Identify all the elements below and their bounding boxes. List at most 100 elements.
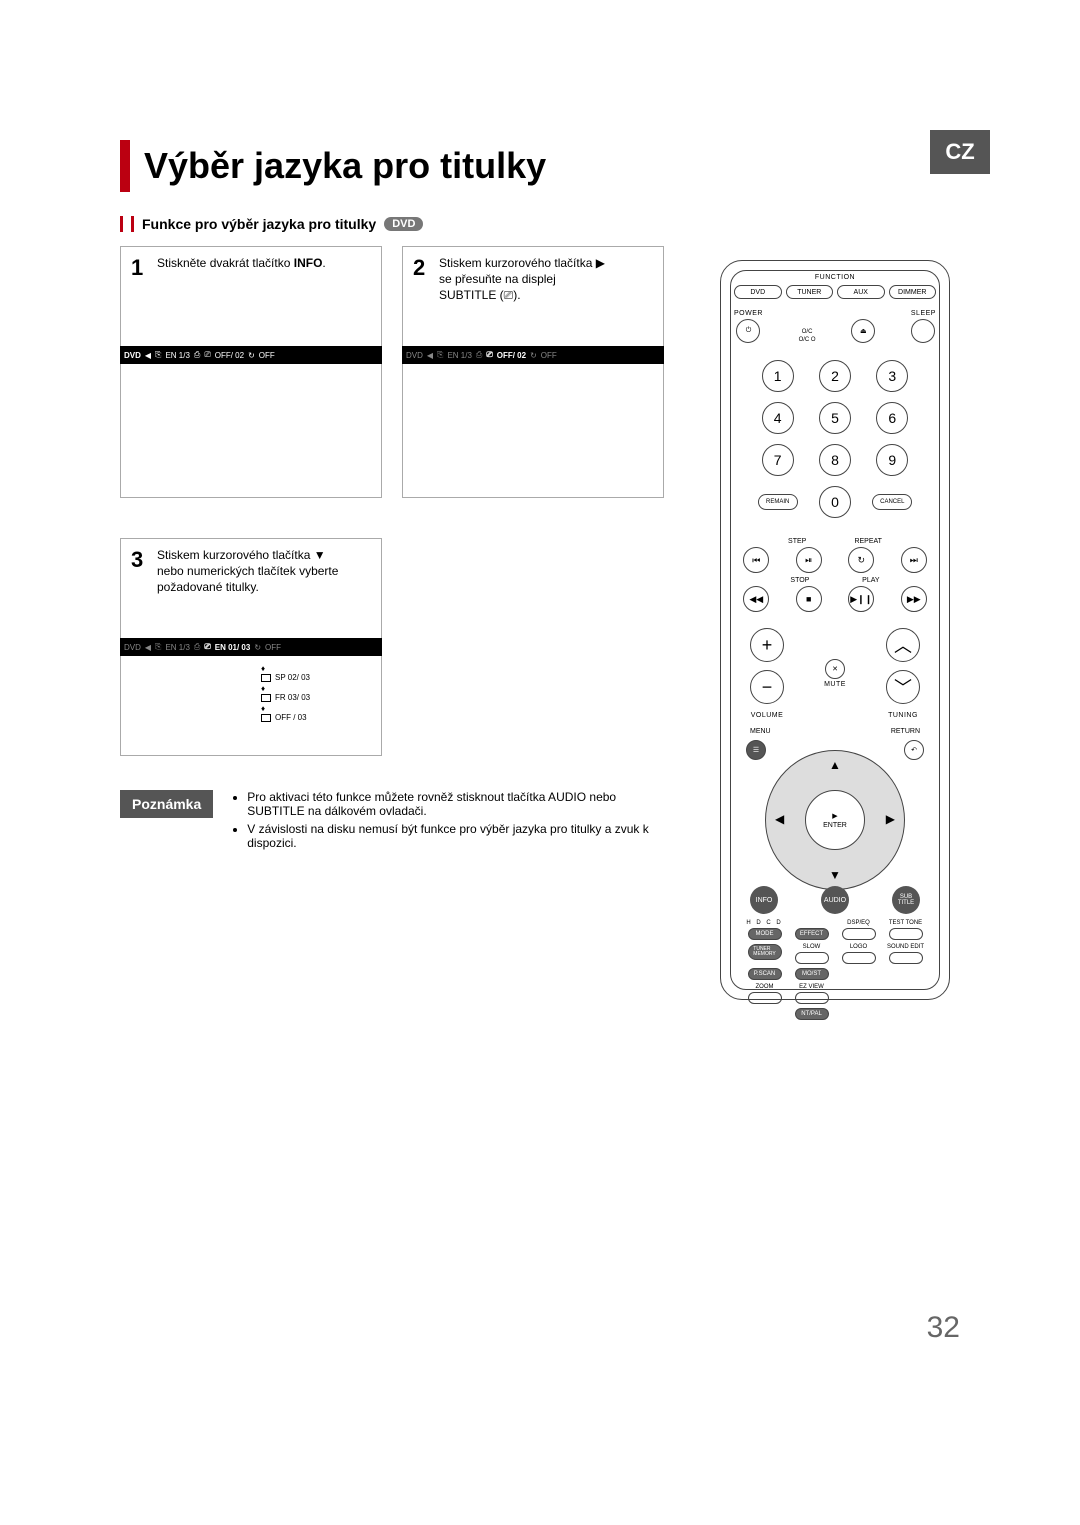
ntpal-button[interactable]: NT/PAL	[795, 1008, 829, 1020]
return-button[interactable]: ↶	[904, 740, 924, 760]
step-1-text-b: INFO	[294, 256, 323, 270]
osd1-sub: ⎚	[204, 350, 210, 360]
step-1-osd: DVD ◀ ⎘ EN 1/3 ⎙ ⎚ OFF/ 02 ↻ OFF	[120, 346, 382, 364]
osd3-left: ◀	[145, 643, 151, 652]
digit-7-button[interactable]: 7	[762, 444, 794, 476]
step-1-number: 1	[131, 255, 149, 338]
step-label: STEP	[788, 538, 806, 545]
dpad-left-button[interactable]: ◀	[775, 812, 784, 826]
menu-button[interactable]: ☰	[746, 740, 766, 760]
cancel-button[interactable]: CANCEL	[872, 494, 912, 510]
sleep-label: SLEEP	[911, 310, 936, 317]
osd3-i1: ⎘	[155, 642, 161, 652]
tuning-up-button[interactable]: ︿	[886, 628, 920, 662]
subhead-text: Funkce pro výběr jazyka pro titulky	[142, 216, 376, 232]
digit-6-button[interactable]: 6	[876, 402, 908, 434]
osd1-i1: ⎘	[155, 350, 161, 360]
dimmer-button[interactable]: DIMMER	[889, 285, 937, 299]
osd1-left: ◀	[145, 351, 151, 360]
audio-button[interactable]: AUDIO	[821, 886, 849, 914]
osd3-sub: ⎚	[204, 642, 210, 652]
volume-up-button[interactable]: +	[750, 628, 784, 662]
dvd-pill: DVD	[384, 217, 423, 231]
repeat-button[interactable]: ↻	[848, 547, 874, 573]
osd2-off2: OFF	[541, 351, 557, 360]
sub-icon	[261, 714, 271, 722]
step-3-text-a: Stiskem kurzorového tlačítka ▼	[157, 548, 326, 562]
digit-5-button[interactable]: 5	[819, 402, 851, 434]
dvd-button[interactable]: DVD	[734, 285, 782, 299]
most-button[interactable]: MO/ST	[795, 968, 829, 980]
osd2-i1: ⎘	[437, 350, 443, 360]
sleep-button[interactable]	[911, 319, 935, 343]
osd1-en: EN 1/3	[165, 351, 189, 360]
prev-button[interactable]: ⏮	[743, 547, 769, 573]
stop-label: STOP	[790, 577, 809, 584]
soundedit-button[interactable]	[889, 952, 923, 964]
logo-button[interactable]	[842, 952, 876, 964]
dpad-down-button[interactable]: ▼	[829, 868, 841, 882]
info-button[interactable]: INFO	[750, 886, 778, 914]
title-accent	[120, 140, 130, 192]
effect-button[interactable]: EFFECT	[795, 928, 829, 940]
slow-button[interactable]	[795, 952, 829, 964]
oc-indicator: O/C O	[799, 337, 816, 343]
mute-button[interactable]: ✕	[825, 659, 845, 679]
step-3-text-b: nebo numerických tlačítek vyberte	[157, 564, 338, 578]
tuner-button[interactable]: TUNER	[786, 285, 834, 299]
page-title-bar: Výběr jazyka pro titulky	[120, 140, 990, 192]
digit-0-button[interactable]: 0	[819, 486, 851, 518]
subtitle-button[interactable]: SUB TITLE	[892, 886, 920, 914]
digit-4-button[interactable]: 4	[762, 402, 794, 434]
mode-button[interactable]: MODE	[748, 928, 782, 940]
step-button[interactable]: ⏯	[796, 547, 822, 573]
stop-button[interactable]: ■	[796, 586, 822, 612]
zoom-label: ZOOM	[756, 984, 774, 990]
step-3-number: 3	[131, 547, 149, 630]
digit-8-button[interactable]: 8	[819, 444, 851, 476]
next-button[interactable]: ⏭	[901, 547, 927, 573]
osd2-rep: ↻	[530, 351, 537, 360]
testtone-label: TEST TONE	[889, 920, 922, 926]
digit-2-button[interactable]: 2	[819, 360, 851, 392]
pscan-button[interactable]: P.SCAN	[748, 968, 782, 980]
testtone-button[interactable]	[889, 928, 923, 940]
osd2-off: OFF/ 02	[497, 351, 526, 360]
forward-button[interactable]: ▶▶	[901, 586, 927, 612]
return-label: RETURN	[891, 728, 920, 735]
enter-button[interactable]: ▶ ENTER	[805, 790, 865, 850]
note-block: Poznámka Pro aktivaci této funkce můžete…	[120, 790, 660, 854]
power-label: POWER	[734, 310, 763, 317]
section-subhead: Funkce pro výběr jazyka pro titulky DVD	[120, 216, 990, 232]
step-1-text-a: Stiskněte dvakrát tlačítko	[157, 256, 294, 270]
digit-1-button[interactable]: 1	[762, 360, 794, 392]
remain-button[interactable]: REMAIN	[758, 494, 798, 510]
ezview-button[interactable]	[795, 992, 829, 1004]
volume-down-button[interactable]: −	[750, 670, 784, 704]
tuning-down-button[interactable]: ﹀	[886, 670, 920, 704]
osd1-off: OFF/ 02	[215, 351, 244, 360]
eject-button[interactable]: ⏏	[851, 319, 875, 343]
dpad-up-button[interactable]: ▲	[829, 758, 841, 772]
ezview-label: EZ VIEW	[799, 984, 824, 990]
dpad-right-button[interactable]: ▶	[886, 812, 895, 826]
osd2-dvd: DVD	[406, 351, 423, 360]
tuner-memory-button[interactable]: TUNER MEMORY	[748, 944, 782, 960]
step-3-text-c: požadované titulky.	[157, 580, 259, 594]
rewind-button[interactable]: ◀◀	[743, 586, 769, 612]
digit-9-button[interactable]: 9	[876, 444, 908, 476]
digit-3-button[interactable]: 3	[876, 360, 908, 392]
aux-button[interactable]: AUX	[837, 285, 885, 299]
note-item: Pro aktivaci této funkce můžete rovněž s…	[247, 790, 660, 818]
sub-icon	[261, 674, 271, 682]
language-tab: CZ	[930, 130, 990, 174]
zoom-button[interactable]	[748, 992, 782, 1004]
hdcd-label: H D C D	[746, 920, 782, 926]
repeat-label: REPEAT	[854, 538, 882, 545]
osd3-rep: ↻	[254, 643, 261, 652]
play-pause-button[interactable]: ▶❙❙	[848, 586, 874, 612]
power-button[interactable]: ⏻	[736, 319, 760, 343]
subhead-accent	[120, 216, 123, 232]
dspeq-button[interactable]	[842, 928, 876, 940]
osd2-sub: ⎚	[486, 350, 492, 360]
